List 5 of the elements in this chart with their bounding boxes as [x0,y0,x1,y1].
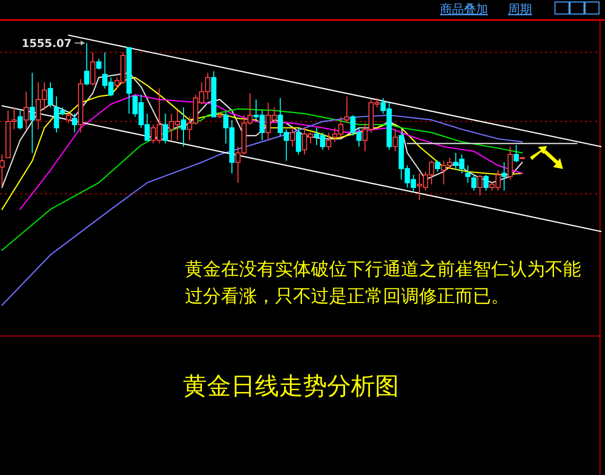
text: 周期 [508,2,532,16]
text: 黄金日线走势分析图 [183,371,399,402]
annotation: 1555.07 [22,37,72,50]
text: 商品叠加 [440,2,488,16]
text: 黄金在没有实体破位下行通道之前崔智仁认为不能过分看涨，只不过是正常回调修正而已。 [185,258,582,309]
